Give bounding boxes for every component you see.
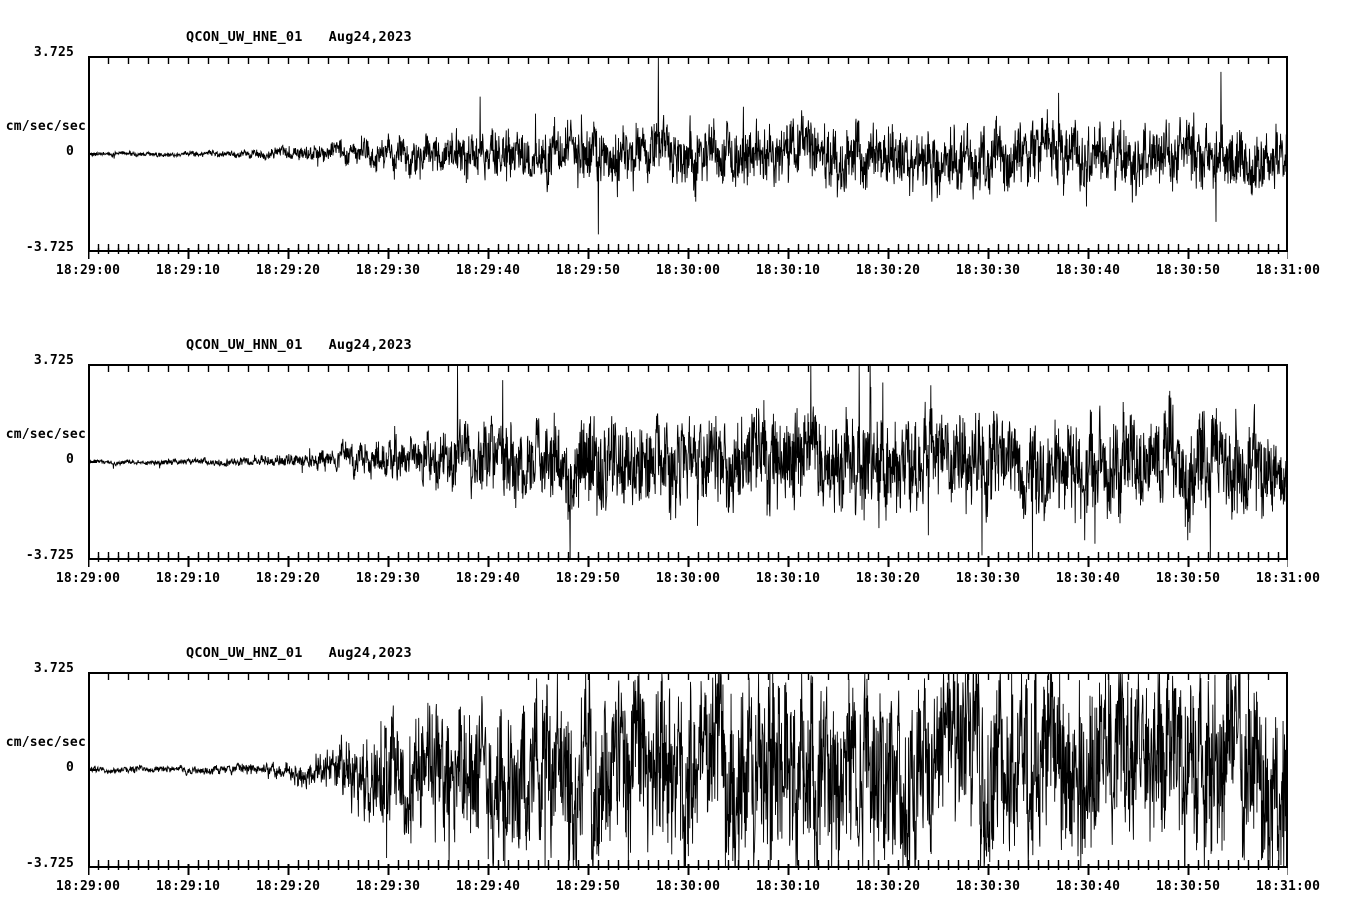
- y-axis-zero-label-hnz: 0: [65, 760, 74, 775]
- y-axis-zero-label-hnn: 0: [65, 452, 74, 467]
- seismogram-panel-hnz: QCON_UW_HNZ_01 Aug24,2023 3.725 cm/sec/se…: [0, 616, 1358, 924]
- panel-date: Aug24,2023: [328, 337, 412, 353]
- waveform-svg-hnn: [88, 364, 1288, 560]
- x-tick-label: 18:29:00: [55, 571, 121, 586]
- x-tick-label: 18:31:00: [1255, 879, 1321, 894]
- x-tick-label: 18:30:30: [955, 263, 1021, 278]
- x-tick-label: 18:30:20: [855, 879, 921, 894]
- panel-date: Aug24,2023: [328, 645, 412, 661]
- x-tick-label: 18:29:30: [355, 879, 421, 894]
- x-tick-label: 18:30:40: [1055, 263, 1121, 278]
- x-tick-label: 18:29:00: [55, 879, 121, 894]
- x-axis-hne: 18:29:00 18:29:10 18:29:20 18:29:30 18:29:40…: [56, 248, 1320, 282]
- x-tick-label: 18:30:50: [1155, 879, 1221, 894]
- panel-station-channel: QCON_UW_HNE_01: [186, 29, 303, 45]
- x-axis-ticks: [88, 248, 1288, 259]
- x-tick-label: 18:29:30: [355, 571, 421, 586]
- waveform-svg-hne: [88, 56, 1288, 235]
- x-tick-label: 18:29:20: [255, 571, 321, 586]
- x-axis-ticks: [88, 556, 1288, 567]
- x-tick-label: 18:29:40: [455, 263, 521, 278]
- x-tick-label: 18:30:40: [1055, 879, 1121, 894]
- waveform-trace: [88, 364, 1288, 560]
- x-tick-label: 18:30:10: [755, 879, 821, 894]
- x-axis-hnz: 18:29:00 18:29:10 18:29:20 18:29:30 18:29:40…: [56, 864, 1320, 898]
- y-axis-min-label-hne: -3.725: [25, 240, 74, 255]
- x-tick-label: 18:29:50: [555, 571, 621, 586]
- waveform-trace: [88, 672, 1288, 868]
- x-tick-label: 18:29:10: [155, 879, 221, 894]
- x-tick-label: 18:29:00: [55, 263, 121, 278]
- x-tick-label: 18:30:50: [1155, 263, 1221, 278]
- plot-area-hnn: [88, 364, 1288, 560]
- x-tick-label: 18:30:10: [755, 263, 821, 278]
- y-axis-max-label-hnn: 3.725: [33, 353, 74, 368]
- plot-area-hne: [88, 56, 1288, 252]
- x-tick-label: 18:29:50: [555, 879, 621, 894]
- x-tick-label: 18:29:10: [155, 263, 221, 278]
- waveform-svg-hnz: [88, 672, 1288, 868]
- x-axis-hnn: 18:29:00 18:29:10 18:29:20 18:29:30 18:29:40…: [56, 556, 1320, 590]
- x-tick-label: 18:29:20: [255, 263, 321, 278]
- x-tick-label: 18:31:00: [1255, 263, 1321, 278]
- x-tick-label: 18:30:30: [955, 571, 1021, 586]
- x-tick-label: 18:30:40: [1055, 571, 1121, 586]
- x-tick-label: 18:29:50: [555, 263, 621, 278]
- x-tick-label: 18:29:20: [255, 879, 321, 894]
- panel-title-hne: QCON_UW_HNE_01 Aug24,2023: [186, 29, 412, 45]
- panel-station-channel: QCON_UW_HNN_01: [186, 337, 303, 353]
- y-axis-unit-label-hnn: cm/sec/sec: [5, 427, 86, 442]
- x-tick-label: 18:30:00: [655, 879, 721, 894]
- x-tick-label: 18:30:00: [655, 263, 721, 278]
- x-tick-label: 18:29:40: [455, 879, 521, 894]
- y-axis-min-label-hnn: -3.725: [25, 548, 74, 563]
- x-tick-label: 18:30:00: [655, 571, 721, 586]
- panel-station-channel: QCON_UW_HNZ_01: [186, 645, 303, 661]
- y-axis-unit-label-hnz: cm/sec/sec: [5, 735, 86, 750]
- x-tick-label: 18:30:20: [855, 263, 921, 278]
- x-tick-label: 18:29:10: [155, 571, 221, 586]
- panel-title-hnn: QCON_UW_HNN_01 Aug24,2023: [186, 337, 412, 353]
- y-axis-max-label-hnz: 3.725: [33, 661, 74, 676]
- plot-area-hnz: [88, 672, 1288, 868]
- y-axis-unit-label-hne: cm/sec/sec: [5, 119, 86, 134]
- x-tick-label: 18:30:50: [1155, 571, 1221, 586]
- seismogram-panel-hne: QCON_UW_HNE_01 Aug24,2023 3.725 cm/sec/se…: [0, 0, 1358, 308]
- waveform-trace: [88, 56, 1288, 235]
- x-tick-label: 18:30:20: [855, 571, 921, 586]
- seismogram-panel-hnn: QCON_UW_HNN_01 Aug24,2023 3.725 cm/sec/se…: [0, 308, 1358, 616]
- panel-title-hnz: QCON_UW_HNZ_01 Aug24,2023: [186, 645, 412, 661]
- x-tick-label: 18:31:00: [1255, 571, 1321, 586]
- y-axis-max-label-hne: 3.725: [33, 45, 74, 60]
- x-tick-label: 18:30:10: [755, 571, 821, 586]
- x-axis-ticks: [88, 864, 1288, 875]
- x-tick-label: 18:29:30: [355, 263, 421, 278]
- y-axis-zero-label-hne: 0: [65, 144, 74, 159]
- x-tick-label: 18:29:40: [455, 571, 521, 586]
- panel-date: Aug24,2023: [328, 29, 412, 45]
- x-tick-label: 18:30:30: [955, 879, 1021, 894]
- y-axis-min-label-hnz: -3.725: [25, 856, 74, 871]
